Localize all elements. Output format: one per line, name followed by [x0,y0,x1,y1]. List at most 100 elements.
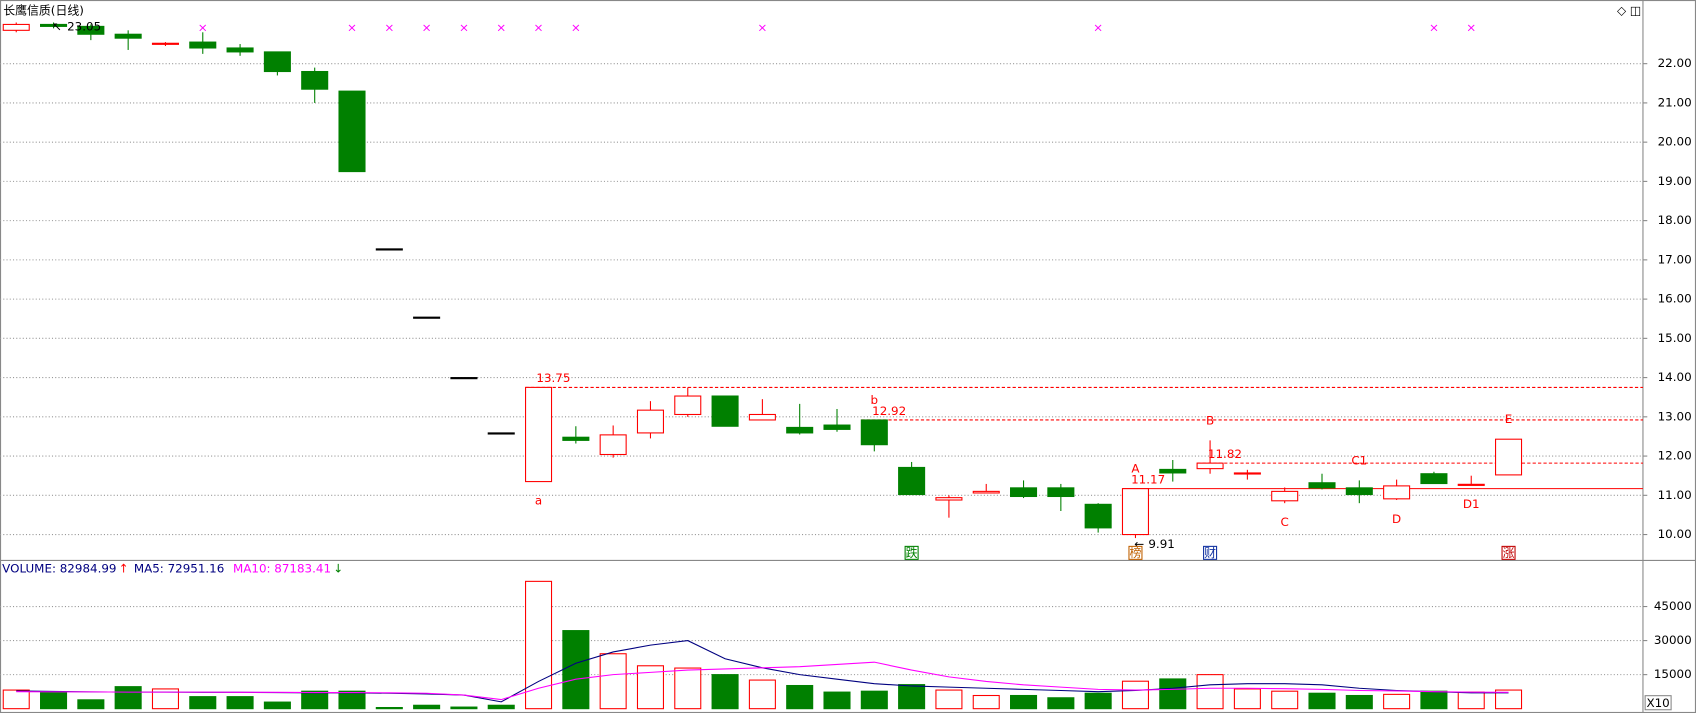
volume-bar [338,690,366,710]
volume-header: VOLUME: 82984.99 [2,562,116,576]
volume-bar [1010,694,1038,710]
marker-icon: × [347,21,357,35]
volume-bar [562,630,590,710]
volume-bar [226,696,254,710]
candle-body [338,90,366,173]
candle-body [77,25,105,35]
volume-bar [1420,690,1448,710]
low-label: 9.91 [1148,537,1174,551]
candle-body [1084,503,1112,529]
candle-body [1196,462,1224,470]
candle-body [1420,473,1448,485]
event-label: 榜 [1130,546,1142,560]
marker-icon: × [198,21,208,35]
level-label: 11.82 [1208,447,1242,461]
marker-icon: × [1429,21,1439,35]
annotation: D [1392,512,1401,526]
candle-body [226,47,254,53]
ma-line [16,661,1509,701]
event-badge [904,545,919,560]
volume-bar [1159,678,1187,710]
candle-body [786,426,814,434]
candle-body [450,377,478,380]
event-label: 财 [1204,546,1216,560]
candle-body [1271,490,1299,502]
candle-body [1233,472,1261,475]
y-tick-label: 16.00 [1658,292,1692,306]
candle-body [823,424,851,430]
y-tick-label: 15000 [1654,667,1692,681]
high-label: 23.05 [67,19,101,33]
arrow: ↖ [52,19,62,33]
candle-body [636,409,664,434]
marker-icon: × [496,21,506,35]
candle-body [114,33,142,39]
y-tick-label: 30000 [1654,633,1692,647]
y-tick-label: 19.00 [1658,174,1692,188]
volume-bar [2,689,30,710]
volume-bar [972,694,1000,710]
candle-body [935,497,963,501]
volume-bar [1383,693,1411,710]
candle-body [1457,483,1485,486]
volume-bar [1457,691,1485,710]
candle-body [674,395,702,416]
volume-bar [1345,694,1373,710]
candle-body [2,23,30,31]
volume-bar [450,706,478,710]
arrow-icon: ↑ [119,562,129,576]
candle-body [1495,438,1523,476]
volume-bar [1121,680,1149,710]
candle-body [972,490,1000,494]
y-tick-label: 45000 [1654,599,1692,613]
candle-body [748,413,776,421]
candle-body [151,42,179,45]
volume-bar [636,665,664,710]
candle-body [1047,487,1075,498]
candle-body [375,248,403,251]
level-label: 12.92 [872,404,906,418]
volume-bar [77,699,105,710]
marker-icon: × [422,21,432,35]
volume-bar [935,689,963,710]
candle-body [599,434,627,456]
candle-body [1383,485,1411,500]
marker-icon: × [1093,21,1103,35]
volume-bar [114,686,142,710]
volume-bar [525,580,553,710]
y-tick-label: 17.00 [1658,252,1692,266]
volume-bar [263,701,291,710]
volume-bar [375,706,403,710]
volume-bar [1196,674,1224,710]
candle-body [898,466,926,496]
volume-bar [1084,692,1112,710]
volume-bar [40,691,68,710]
volume-bar [860,690,888,710]
marker-icon: × [534,21,544,35]
annotation: a [535,494,542,508]
y-tick-label: 18.00 [1658,213,1692,227]
arrow: ← [1134,537,1144,551]
y-tick-label: 22.00 [1658,56,1692,70]
toolbar-icon[interactable]: ◇ ◫ [1617,3,1641,17]
marker-icon: × [384,21,394,35]
candle-body [525,386,553,483]
volume-header: MA10: 87183.41 [233,562,331,576]
candle-body [1345,487,1373,496]
volume-bar [1495,689,1523,710]
event-label: 涨 [1503,546,1515,560]
candle-body [263,51,291,73]
level-label: 13.75 [536,371,570,385]
annotation: C [1281,515,1289,529]
y-tick-label: 14.00 [1658,370,1692,384]
volume-bar [711,674,739,710]
annotation: E [1505,412,1513,426]
volume-bar [1047,697,1075,710]
annotation: C1 [1351,453,1367,467]
event-badge [1501,545,1516,560]
candle-body [301,70,329,90]
volume-header: MA5: 72951.16 [134,562,225,576]
y-tick-label: 15.00 [1658,331,1692,345]
candle-body [413,316,441,319]
level-label: 11.17 [1131,472,1165,486]
